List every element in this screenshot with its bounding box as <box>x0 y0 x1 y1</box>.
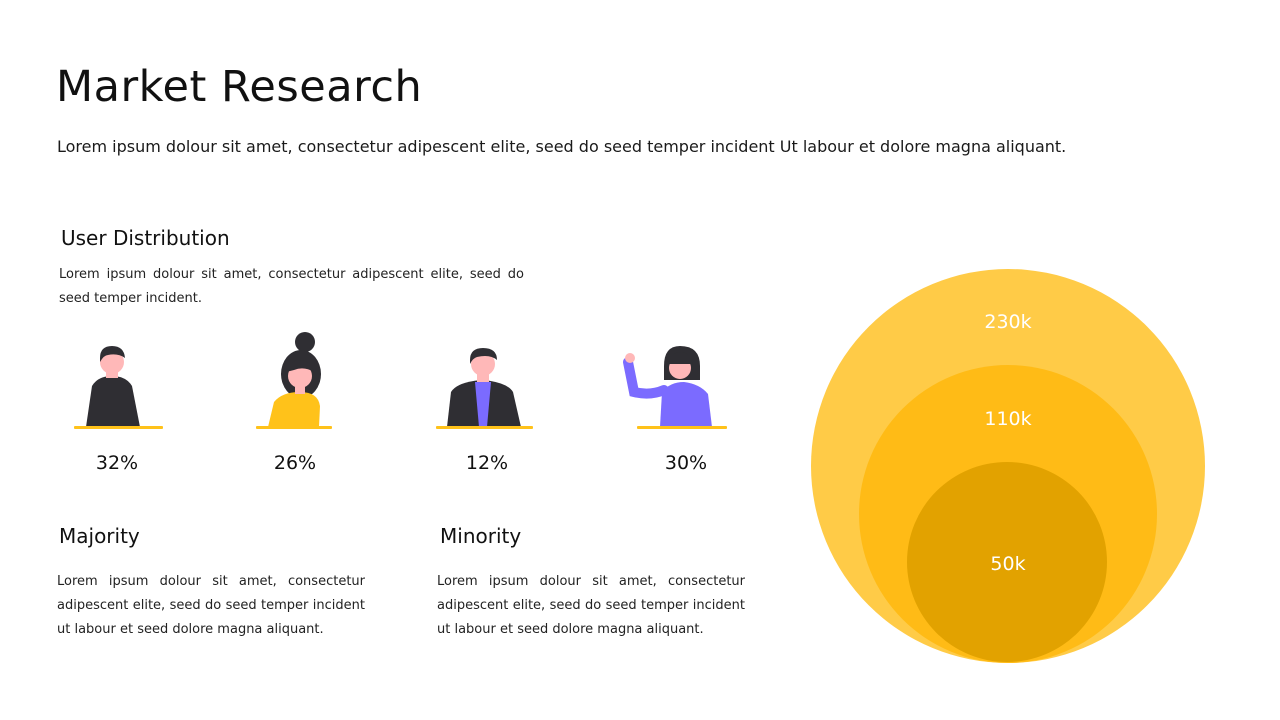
user-percent-1: 32% <box>95 452 139 474</box>
bubble-inner <box>907 462 1107 662</box>
user-percent-4: 30% <box>664 452 708 474</box>
slide-subtitle: Lorem ipsum dolour sit amet, consectetur… <box>57 137 1067 156</box>
majority-heading: Majority <box>59 524 140 548</box>
bubble-label-inner: 50k <box>990 553 1026 575</box>
user-distribution-heading: User Distribution <box>61 226 230 250</box>
user-percent-2: 26% <box>273 452 317 474</box>
man-dark-sweater-icon <box>72 340 168 435</box>
man-suit-purple-shirt-icon <box>435 340 535 435</box>
minority-text: Lorem ipsum dolour sit amet, consectetur… <box>437 574 745 637</box>
slide-title: Market Research <box>56 62 423 112</box>
bubble-label-middle: 110k <box>984 408 1032 430</box>
woman-bun-yellow-sweater-icon <box>254 330 334 435</box>
market-size-bubbles <box>800 260 1220 684</box>
majority-text: Lorem ipsum dolour sit amet, consectetur… <box>57 574 365 637</box>
bubble-label-outer: 230k <box>984 311 1032 333</box>
minority-heading: Minority <box>440 524 522 548</box>
user-percent-3: 12% <box>465 452 509 474</box>
user-distribution-description: Lorem ipsum dolour sit amet, consectetur… <box>59 267 524 306</box>
woman-waving-purple-sweater-icon <box>620 340 730 435</box>
